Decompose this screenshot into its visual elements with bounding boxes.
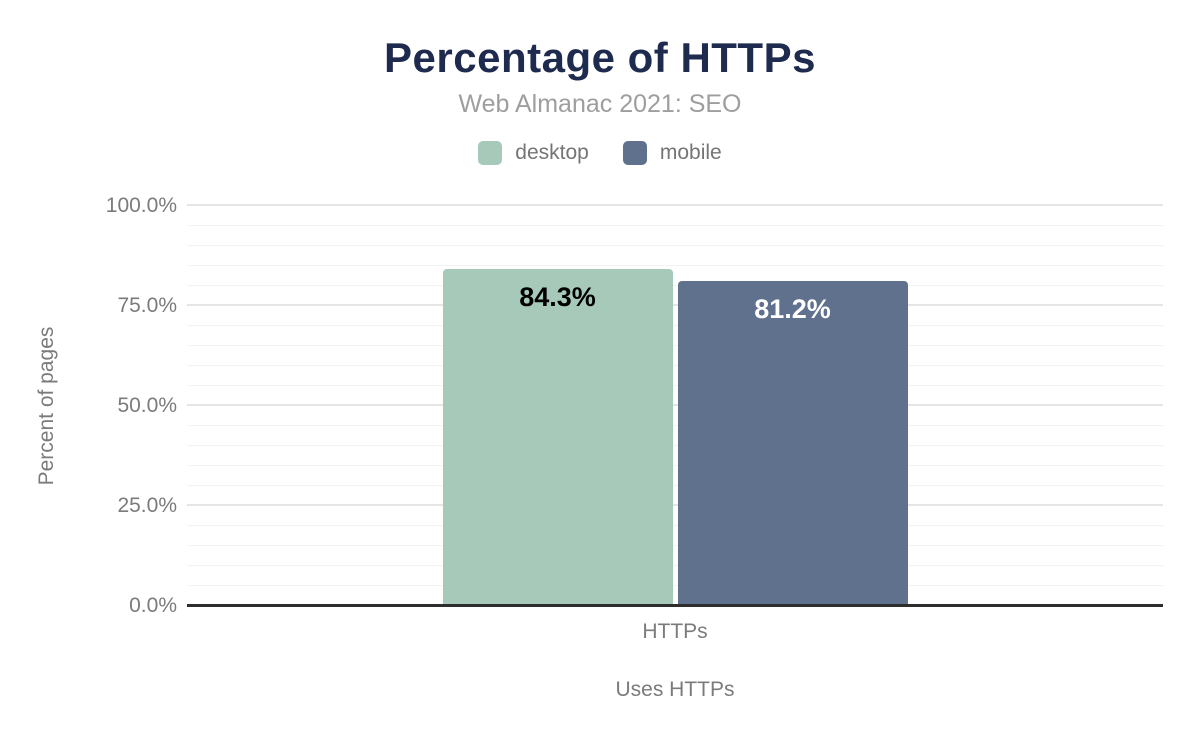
- gridline-minor: [187, 245, 1163, 246]
- gridline-minor: [187, 345, 1163, 346]
- chart-title: Percentage of HTTPs: [384, 34, 816, 81]
- y-axis-ticks: 0.0% 25.0% 50.0% 75.0% 100.0%: [0, 194, 177, 617]
- gridline-major: [187, 204, 1163, 206]
- gridline-major: [187, 504, 1163, 506]
- bar-mobile[interactable]: 81.2%: [677, 281, 908, 606]
- bar-desktop[interactable]: 84.3%: [442, 268, 673, 606]
- gridline-minor: [187, 525, 1163, 526]
- plot-area: 84.3% 81.2%: [187, 204, 1163, 607]
- bar-value-label: 81.2%: [754, 294, 831, 325]
- gridline-major: [187, 304, 1163, 306]
- x-axis-title: Uses HTTPs: [615, 678, 735, 701]
- gridline-minor: [187, 485, 1163, 486]
- y-tick-label: 75.0%: [117, 294, 177, 317]
- gridline-minor: [187, 425, 1163, 426]
- bar-group: 84.3% 81.2%: [187, 206, 1163, 606]
- gridline-minor: [187, 385, 1163, 386]
- gridline-minor: [187, 225, 1163, 226]
- chart-legend: desktop mobile: [0, 141, 1200, 165]
- gridline-minor: [187, 445, 1163, 446]
- gridline-minor: [187, 545, 1163, 546]
- chart-subtitle: Web Almanac 2021: SEO: [458, 90, 742, 118]
- gridline-minor: [187, 465, 1163, 466]
- gridline-minor: [187, 265, 1163, 266]
- gridline-minor: [187, 285, 1163, 286]
- legend-swatch-mobile: [622, 141, 647, 165]
- x-tick-label: HTTPs: [642, 620, 708, 643]
- y-tick-label: 50.0%: [117, 394, 177, 417]
- legend-item-mobile[interactable]: mobile: [622, 141, 722, 165]
- x-axis-line: [187, 604, 1163, 607]
- legend-label: mobile: [659, 141, 722, 164]
- y-tick-label: 25.0%: [117, 494, 177, 517]
- legend-swatch-desktop: [478, 141, 503, 165]
- bar-value-label: 84.3%: [519, 281, 596, 312]
- gridline-major: [187, 404, 1163, 406]
- y-tick-label: 0.0%: [129, 594, 177, 617]
- gridline-minor: [187, 585, 1163, 586]
- legend-item-desktop[interactable]: desktop: [478, 141, 589, 165]
- y-tick-label: 100.0%: [105, 194, 177, 217]
- gridline-minor: [187, 565, 1163, 566]
- gridline-minor: [187, 325, 1163, 326]
- legend-label: desktop: [515, 141, 589, 164]
- gridline-minor: [187, 365, 1163, 366]
